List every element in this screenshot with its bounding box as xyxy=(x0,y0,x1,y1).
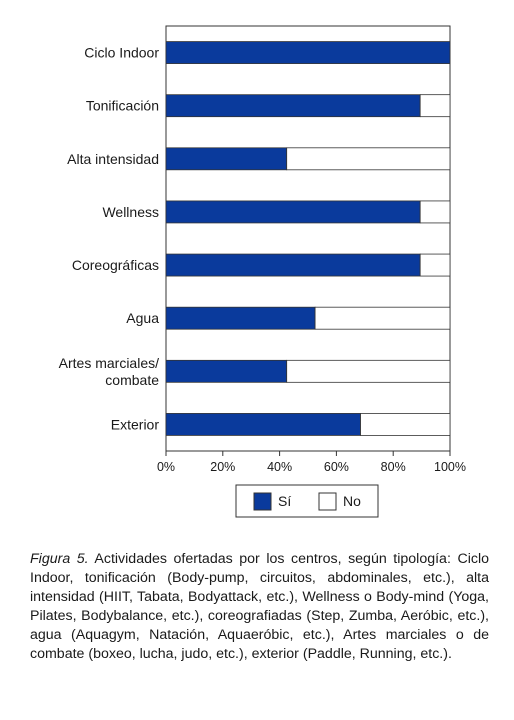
category-label: Wellness xyxy=(102,204,159,220)
stacked-bar-chart: Ciclo Indoor Tonificación Alta intensidad W… xyxy=(59,25,466,518)
legend-label-no: No xyxy=(343,493,361,509)
bar-no-5 xyxy=(314,306,451,330)
figure-label: Figura 5. xyxy=(30,551,89,567)
caption-text: Actividades ofertadas por los centros, s… xyxy=(30,551,489,662)
category-label: Artes marciales/ xyxy=(59,355,159,371)
x-tick-label: 100% xyxy=(434,460,466,474)
plot-area-frame xyxy=(165,25,451,452)
category-label: Coreográficas xyxy=(72,257,159,273)
bar-si-7 xyxy=(165,413,361,436)
legend-label-si: Sí xyxy=(278,493,291,509)
x-tick-label: 40% xyxy=(267,460,292,474)
bar-no-6 xyxy=(286,359,451,383)
bar-no-7 xyxy=(360,413,451,436)
bar-no-3 xyxy=(419,200,451,224)
figure-caption: Figura 5. Actividades ofertadas por los … xyxy=(30,550,489,664)
category-label: Alta intensidad xyxy=(67,151,159,167)
bar-si-3 xyxy=(165,200,421,224)
legend-swatch-si xyxy=(253,492,272,511)
x-tick-label: 0% xyxy=(157,460,175,474)
bar-no-2 xyxy=(286,147,451,171)
category-label: Agua xyxy=(126,310,159,326)
legend-swatch-no xyxy=(318,492,337,511)
bar-no-4 xyxy=(419,253,451,277)
category-label: Exterior xyxy=(111,416,160,432)
bar-no-1 xyxy=(419,94,451,118)
bar-si-1 xyxy=(165,94,421,118)
x-tick-label: 20% xyxy=(210,460,235,474)
bar-si-0 xyxy=(165,41,451,64)
x-tick-label: 60% xyxy=(324,460,349,474)
bar-si-4 xyxy=(165,253,421,277)
bar-si-2 xyxy=(165,147,288,171)
category-label: Tonificación xyxy=(86,98,159,114)
category-label: combate xyxy=(105,372,159,388)
category-label: Ciclo Indoor xyxy=(84,45,159,61)
bar-si-6 xyxy=(165,359,288,383)
bar-si-5 xyxy=(165,306,316,330)
x-tick-label: 80% xyxy=(381,460,406,474)
